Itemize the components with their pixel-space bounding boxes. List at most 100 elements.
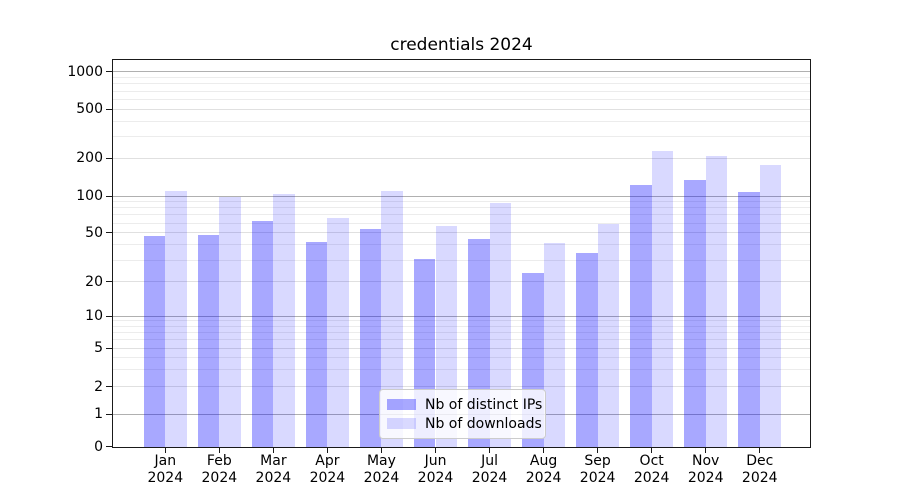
y-tick-mark [106,446,112,447]
x-tick-mark [651,448,653,453]
x-tick-year: 2024 [417,470,454,486]
grid-line [113,386,810,388]
y-tick-label: 2 [94,378,103,395]
bar-distinct-ips [305,241,328,447]
bar-distinct-ips [738,191,760,447]
x-tick-mark [489,448,491,453]
x-tick-mark [597,448,599,453]
grid-line [113,315,810,317]
grid-line [113,259,810,261]
y-tick-label: 20 [85,273,103,290]
bar-downloads [705,155,728,447]
x-tick-month: Mar [260,453,287,469]
y-tick-mark [106,108,112,110]
y-tick-label: 5 [94,340,103,357]
grid-line [113,281,810,283]
grid-line [113,108,810,110]
x-tick-year: 2024 [255,470,292,486]
legend-label-distinct-ips: Nb of distinct IPs [425,396,543,413]
x-tick-label: May 2024 [349,453,413,487]
bar-distinct-ips [630,184,652,447]
y-tick-mark [106,195,112,197]
x-tick-mark [435,448,436,453]
legend-swatch-downloads [387,418,416,429]
y-tick-mark [106,347,112,349]
bar-distinct-ips [576,252,598,447]
x-tick-label: Jun 2024 [404,453,468,487]
grid-line [113,214,810,216]
y-tick-mark [106,386,112,388]
x-tick-mark [326,448,328,453]
grid-line [113,76,810,78]
x-tick-label: Nov 2024 [674,453,738,487]
x-tick-year: 2024 [687,470,724,486]
x-tick-year: 2024 [579,470,616,486]
x-tick-month: Sep [584,453,611,469]
x-tick-mark [543,448,545,453]
y-tick-label: 200 [76,150,103,167]
y-tick-label: 100 [76,188,103,204]
bar-distinct-ips [684,179,706,447]
grid-line [113,201,810,203]
y-tick-mark [106,281,112,283]
x-tick-month: Jul [481,453,498,469]
y-tick-label: 10 [85,308,103,324]
x-tick-label: Aug 2024 [512,453,576,487]
grid-line [113,120,810,122]
bar-distinct-ips [251,221,274,447]
legend-swatch-distinct-ips [387,399,416,410]
y-tick-mark [106,71,112,73]
grid-line [113,357,810,359]
grid-line [113,222,810,224]
grid-line [113,157,810,159]
bar-downloads [381,190,404,447]
x-tick-month: Nov [692,453,720,469]
x-tick-month: May [366,453,396,469]
x-tick-year: 2024 [741,470,778,486]
x-tick-month: Jun [424,453,447,469]
bar-distinct-ips [143,235,166,447]
grid-line [113,195,810,197]
y-tick-label: 50 [85,224,103,241]
x-tick-month: Oct [639,453,664,469]
x-tick-mark [164,448,166,453]
x-tick-year: 2024 [525,470,562,486]
chart-title: credentials 2024 [390,35,533,55]
x-tick-year: 2024 [363,470,400,486]
legend-item-distinct-ips: Nb of distinct IPs [387,395,542,414]
grid-line [113,71,810,73]
legend-label-downloads: Nb of downloads [425,415,542,432]
grid-line [113,325,810,327]
grid-line [113,347,810,349]
x-tick-month: Dec [746,453,774,469]
grid-line [113,90,810,92]
grid-line [113,98,810,100]
x-tick-mark [705,448,707,453]
x-tick-month: Apr [315,453,340,469]
grid-line [113,232,810,234]
x-tick-label: Feb 2024 [187,453,251,487]
y-tick-mark [106,315,112,317]
x-tick-month: Aug [529,453,558,469]
x-tick-label: Apr 2024 [295,453,359,487]
bar-downloads [327,218,349,447]
x-tick-mark [380,448,382,453]
grid-line [113,136,810,138]
bar-downloads [273,193,295,447]
grid-line [113,320,810,322]
x-tick-label: Sep 2024 [566,453,630,487]
x-tick-year: 2024 [147,470,184,486]
y-tick-label: 1000 [67,63,103,80]
x-tick-label: Jan 2024 [133,453,197,487]
grid-line [113,244,810,246]
y-tick-label: 500 [76,101,103,118]
grid-line [113,369,810,371]
x-tick-mark [218,448,220,453]
y-tick-label: 1 [94,406,103,422]
grid-line [113,339,810,341]
bar-downloads [651,150,674,447]
x-tick-mark [272,448,274,453]
legend-item-downloads: Nb of downloads [387,414,542,433]
x-tick-label: Jul 2024 [458,453,522,487]
